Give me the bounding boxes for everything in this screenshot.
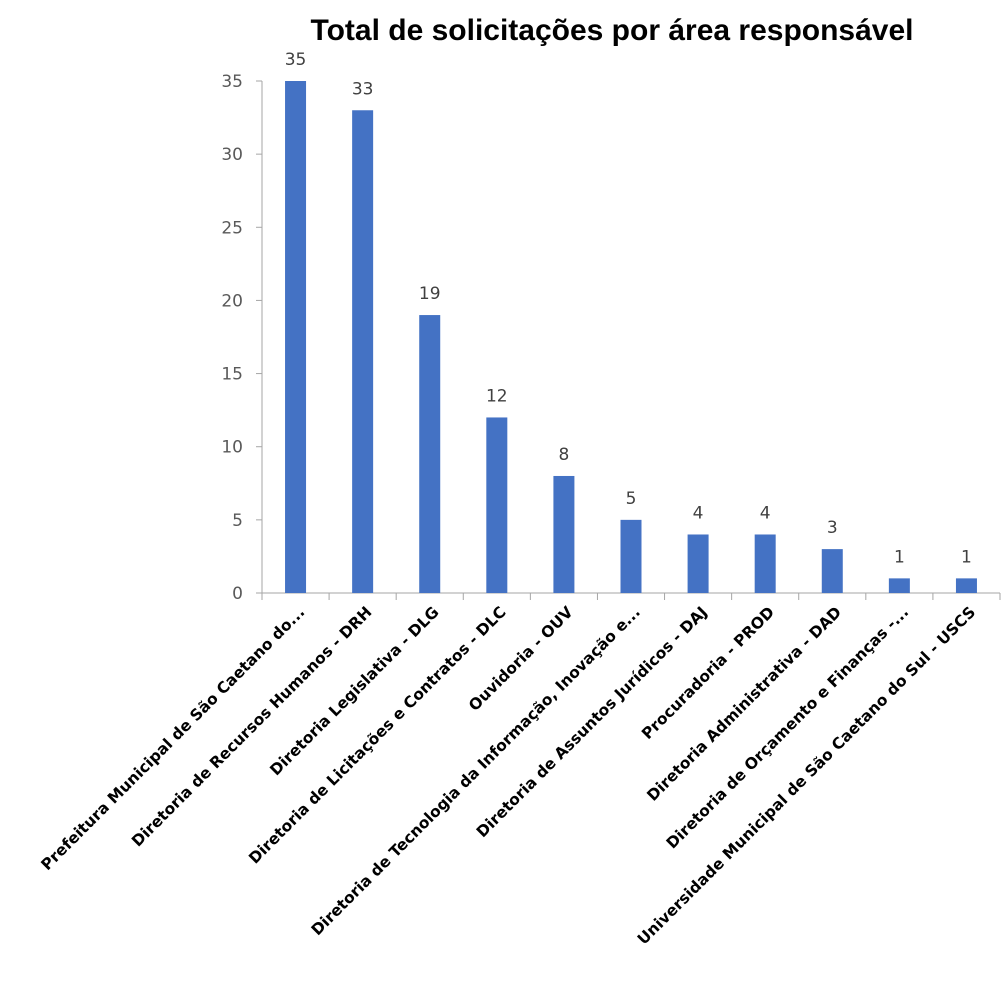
bar — [754, 534, 776, 593]
y-tick-label: 0 — [232, 584, 243, 604]
y-tick-label: 25 — [221, 218, 243, 238]
category-label: Universidade Municipal de São Caetano do… — [634, 603, 979, 948]
y-tick-label: 15 — [221, 365, 243, 385]
y-tick-label: 30 — [221, 145, 243, 165]
category-label: Procuradoria - PROD — [638, 603, 778, 743]
bar — [821, 549, 843, 593]
y-tick-label: 20 — [221, 291, 243, 311]
y-tick-label: 10 — [221, 438, 243, 458]
data-label: 19 — [419, 284, 441, 304]
data-label: 3 — [827, 518, 838, 538]
chart-title: Total de solicitações por área responsáv… — [310, 14, 913, 47]
data-label: 33 — [352, 79, 374, 99]
data-label: 4 — [693, 503, 704, 523]
category-label: Diretoria de Recursos Humanos - DRH — [128, 603, 375, 850]
bar — [486, 417, 508, 593]
category-labels: Prefeitura Municipal de São Caetano do..… — [38, 603, 980, 948]
bar — [620, 519, 642, 593]
bar — [285, 81, 307, 593]
data-label: 4 — [760, 503, 771, 523]
y-tick-label: 35 — [221, 72, 243, 92]
bar — [419, 315, 441, 593]
data-label: 1 — [894, 547, 905, 567]
data-label: 1 — [961, 547, 972, 567]
data-label: 35 — [285, 50, 307, 70]
y-axis: 0 5 10 15 20 25 30 35 — [221, 72, 263, 604]
data-label: 12 — [486, 386, 508, 406]
bar — [352, 110, 374, 593]
data-labels: 35 33 19 12 8 5 4 4 3 1 1 — [285, 50, 972, 567]
x-axis — [261, 592, 1001, 600]
bar — [955, 578, 977, 593]
category-label: Diretoria de Tecnologia da Informação, I… — [308, 603, 644, 939]
y-tick-label: 5 — [232, 511, 243, 531]
category-label: Diretoria de Orçamento e Finanças -... — [663, 603, 912, 852]
data-label: 5 — [626, 489, 637, 509]
category-label: Diretoria de Assuntos Jurídicos - DAJ — [473, 603, 711, 841]
bar — [553, 475, 575, 593]
data-label: 8 — [558, 445, 569, 465]
category-label: Diretoria de Licitações e Contratos - DL… — [245, 603, 509, 867]
bar — [888, 578, 910, 593]
bar — [687, 534, 709, 593]
bars — [285, 81, 977, 593]
